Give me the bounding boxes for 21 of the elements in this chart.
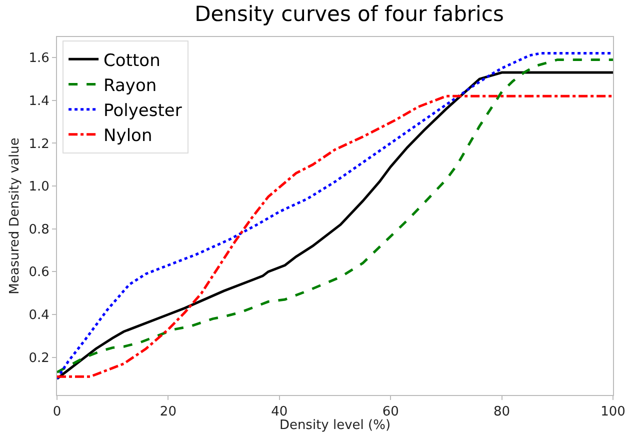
y-axis-title: Measured Density value <box>8 138 23 294</box>
legend-label: Nylon <box>104 126 152 146</box>
x-tick-label: 20 <box>160 404 176 420</box>
y-tick-label: 1.2 <box>28 136 50 152</box>
x-tick-label: 60 <box>382 404 399 420</box>
y-tick-label: 1.4 <box>28 94 50 109</box>
x-tick-label: 40 <box>271 404 288 420</box>
x-tick-label: 100 <box>600 404 626 420</box>
legend-label: Cotton <box>104 50 160 71</box>
legend-label: Polyester <box>104 100 182 121</box>
chart-title: Density curves of four fabrics <box>194 2 504 26</box>
legend-label: Rayon <box>104 76 157 96</box>
x-axis-title: Density level (%) <box>279 418 391 433</box>
y-tick-label: 0.6 <box>28 265 50 280</box>
x-tick-label: 80 <box>494 404 510 420</box>
y-tick-label: 1.6 <box>28 51 50 66</box>
x-tick-label: 0 <box>52 404 62 420</box>
y-tick-label: 0.4 <box>28 308 50 324</box>
y-tick-label: 0.2 <box>28 350 50 366</box>
y-tick-label: 1.0 <box>28 180 50 195</box>
y-tick-label: 0.8 <box>28 222 50 238</box>
